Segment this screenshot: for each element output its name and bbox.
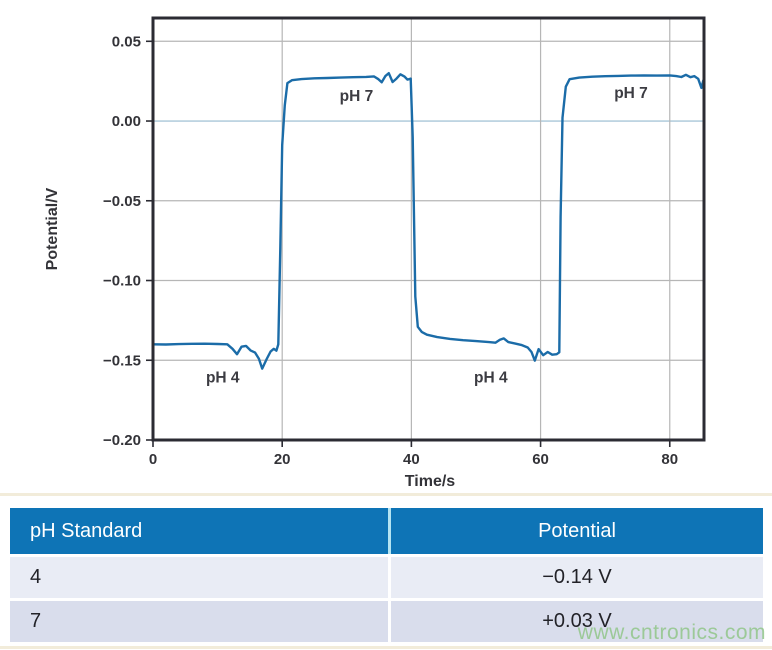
- watermark: www.cntronics.com: [577, 621, 766, 644]
- table-header-row: pH Standard Potential: [10, 508, 763, 554]
- potential-curve: [151, 71, 706, 370]
- accent-band-top: [0, 493, 772, 496]
- x-tick-label: 0: [149, 451, 157, 468]
- cell-ph-standard: 4: [10, 557, 388, 598]
- y-axis-title: Potential/V: [44, 187, 61, 270]
- y-tick-label: −0.15: [103, 352, 141, 369]
- ph-annotation: pH 7: [340, 88, 374, 105]
- cell-potential: +0.03 V: [391, 601, 763, 642]
- chart-canvas: 0.05 0.00 −0.05 −0.10 −0.15 −0.20 0 20 40 60 80 pH…: [44, 16, 706, 490]
- x-tick-label: 40: [403, 451, 420, 468]
- ph-annotation: pH 7: [614, 85, 648, 102]
- table-row: 7 +0.03 V: [10, 601, 763, 642]
- x-axis-title: Time/s: [405, 473, 456, 490]
- cell-potential: −0.14 V: [391, 557, 763, 598]
- table-header-potential: Potential: [391, 508, 763, 554]
- y-tick-label: −0.05: [103, 193, 141, 210]
- ph-table: pH Standard Potential 4 −0.14 V 7 +0.03 …: [10, 508, 763, 642]
- cell-ph-standard: 7: [10, 601, 388, 642]
- y-tick-label: −0.10: [103, 273, 141, 290]
- x-tick-label: 20: [274, 451, 291, 468]
- y-tick-label: −0.20: [103, 432, 141, 449]
- x-tick-label: 80: [661, 451, 678, 468]
- ph-annotation: pH 4: [206, 370, 240, 387]
- axis-ticks: [146, 40, 671, 447]
- data-line: [151, 71, 706, 370]
- table-header-ph: pH Standard: [10, 508, 388, 554]
- curve-annotations: pH 7 pH 4 pH 4 pH 7: [206, 85, 648, 387]
- plot-border: [151, 16, 706, 442]
- ph-annotation: pH 4: [474, 370, 508, 387]
- x-tick-label: 60: [532, 451, 549, 468]
- y-tick-label: 0.05: [112, 33, 141, 50]
- table-row: 4 −0.14 V: [10, 557, 763, 598]
- line-chart: 0.05 0.00 −0.05 −0.10 −0.15 −0.20 0 20 40 60 80 pH…: [44, 16, 706, 490]
- tick-labels: 0.05 0.00 −0.05 −0.10 −0.15 −0.20 0 20 40 60 80: [103, 33, 678, 468]
- y-tick-label: 0.00: [112, 113, 141, 130]
- accent-band-bottom: [0, 646, 772, 649]
